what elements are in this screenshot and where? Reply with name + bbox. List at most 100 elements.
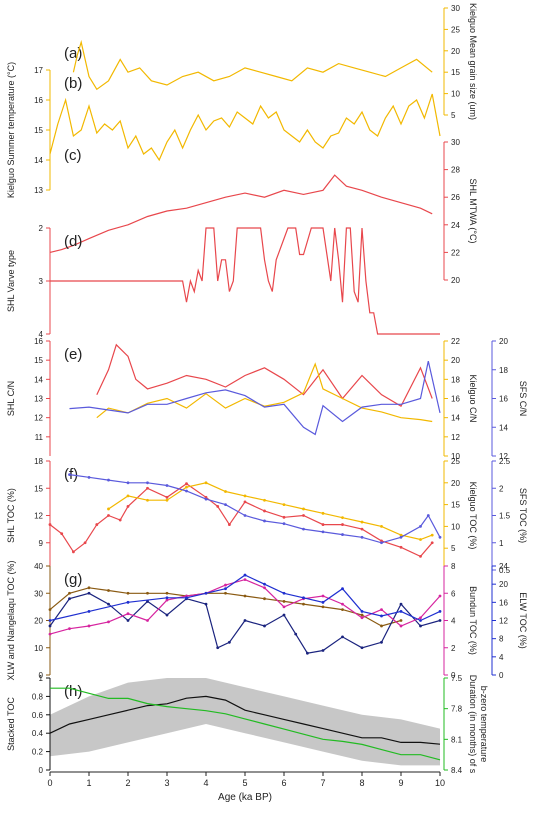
panel-f-series-1-point-13 (360, 520, 364, 524)
panel-f-series-2-point-10 (263, 519, 266, 523)
x-tick-label-8: 8 (359, 778, 364, 788)
panel-h-y-tick-label-0-5: 1 (39, 674, 44, 683)
panel-g-y-tick-label-1-2: 4 (451, 617, 456, 626)
panel-g-series-0-point-11 (263, 597, 266, 601)
panel-g-series-3-point-17 (438, 610, 442, 613)
panel-f-series-1-point-16 (419, 538, 422, 541)
panel-e-y-tick-label-0-2: 13 (34, 395, 43, 404)
panel-b-y-tick-label-0-0: 13 (34, 186, 43, 195)
panel-a-y-tick-label-0-1: 10 (451, 90, 460, 99)
panel-e-y-tick-label-0-3: 14 (34, 375, 43, 384)
panel-g-series-1-point-17 (341, 635, 344, 639)
panel-d-y-tick-label-0-1: 3 (39, 277, 44, 286)
panel-b-y-axis-label-0: Kielguo Summer temperature (°C) (6, 62, 16, 198)
panel-h-label: (h) (64, 683, 82, 700)
panel-e-series-1-line (96, 362, 433, 423)
panel-f-series-1-point-17 (430, 533, 434, 537)
panel-h-y-tick-label-0-0: 0 (39, 766, 44, 775)
panel-f-series-2-point-8 (224, 503, 227, 506)
panel-f-series-1-point-6 (224, 490, 227, 493)
panel-g-y-tick-label-1-0: 0 (451, 671, 456, 680)
panel-f-series-2-point-5 (165, 484, 169, 487)
panel-f-y-axis-label-0: SHL TOC (%) (6, 488, 16, 543)
panel-h-y-tick-label-0-2: 0.4 (32, 729, 44, 738)
panel-g-series-3-point-4 (185, 596, 188, 600)
panel-f-series-1-point-4 (185, 485, 188, 489)
panel-b-y-tick-label-0-1: 14 (34, 156, 43, 165)
panel-f-series-0-point-16 (282, 515, 286, 519)
panel-f-series-1-point-7 (243, 494, 247, 498)
panel-f-series-0-point-1 (60, 532, 64, 536)
x-tick-label-5: 5 (242, 778, 247, 788)
panel-c-y-tick-label-0-0: 20 (451, 276, 460, 285)
panel-g-series-1-point-4 (126, 619, 130, 622)
panel-g-series-2-point-20 (438, 594, 442, 598)
panel-g-series-0-point-16 (360, 613, 364, 617)
panel-g-series-0-point-12 (282, 600, 286, 603)
panel-c-y-tick-label-0-5: 30 (451, 138, 460, 147)
panel-e-y-axis-label-1: Kielguo C/N (468, 374, 478, 422)
panel-g-series-0-point-13 (302, 602, 305, 606)
panel-g-series-3-line (49, 574, 441, 622)
panel-c-y-tick-label-0-3: 26 (451, 193, 460, 202)
panel-b-y-tick-label-0-4: 17 (34, 66, 43, 75)
panel-e-y-axis-label-0: SHL C/N (6, 381, 16, 416)
panel-f-series-1-point-9 (282, 503, 286, 506)
panel-g-y-tick-label-2-0: 0 (499, 671, 504, 680)
panel-g-series-0-point-4 (126, 591, 130, 595)
panel-e-y-tick-label-1-1: 12 (451, 433, 460, 442)
panel-e-y-tick-label-0-1: 12 (34, 414, 43, 423)
panel-g-series-2-point-4 (126, 612, 130, 616)
panel-g-y-axis-label-1: Bundun TOC (%) (468, 586, 478, 655)
panel-g-series-0-point-6 (165, 591, 169, 595)
panel-d-label: (d) (64, 233, 82, 250)
panel-h-y-tick-label-1-2: 8.1 (451, 735, 463, 744)
panel-f-y-tick-label-2-0: 0.5 (499, 566, 511, 575)
panel-g-series-1-point-22 (438, 619, 442, 622)
panel-g-series-2-point-18 (399, 624, 403, 628)
panel-g-series-3-point-0 (48, 619, 52, 622)
panel-f-y-tick-label-1-0: 5 (451, 544, 456, 553)
panel-e-label: (e) (64, 346, 82, 363)
panel-g-y-axis-label-2: ELW TOC (%) (518, 592, 528, 649)
panel-f-series-2-point-9 (243, 514, 247, 517)
panel-f-series-1-point-3 (165, 498, 169, 502)
panel-e-series-0-line (96, 343, 433, 408)
panel-b-y-tick-label-0-3: 16 (34, 96, 43, 105)
panel-g-y-tick-label-2-6: 24 (499, 562, 508, 571)
panel-g-series-2-point-2 (87, 624, 91, 628)
panel-f-y-axis-label-2: SFS TOC (%) (518, 488, 528, 543)
panel-d-y-tick-label-0-0: 2 (39, 224, 44, 233)
panel-e-y-tick-label-0-4: 15 (34, 356, 43, 365)
panel-h-y-axis-label-1: Duration (in months) of s (468, 675, 478, 774)
panel-g-series-0-point-10 (243, 594, 247, 598)
panel-g-series-1-point-15 (306, 651, 309, 655)
x-tick-label-1: 1 (86, 778, 91, 788)
panel-f-y-tick-label-2-2: 1.5 (499, 512, 511, 521)
panel-c-y-axis-label-0: SHL MTWA (°C) (468, 179, 478, 244)
panel-f-series-0-point-23 (419, 554, 422, 558)
panel-h-y-tick-label-1-0: 7.5 (451, 674, 463, 683)
panel-d-series-0-line (50, 227, 440, 335)
panel-e-y-tick-label-1-5: 20 (451, 356, 460, 365)
panel-g-series-1-point-2 (87, 591, 91, 595)
panel-f-series-0-point-5 (107, 514, 110, 517)
panel-g-series-3-point-12 (341, 587, 344, 591)
panel-b-series-0-line (49, 93, 441, 162)
panel-f-y-tick-label-0-2: 15 (34, 484, 43, 493)
panel-g-y-tick-label-0-4: 40 (34, 562, 43, 571)
panel-g-series-3-point-6 (224, 587, 227, 591)
panel-f-series-0-point-19 (341, 523, 344, 526)
panel-g-series-1-point-14 (294, 632, 298, 636)
panel-g-series-1-point-19 (380, 640, 383, 644)
panel-f-series-2-point-18 (419, 525, 422, 528)
panel-g-series-1-point-9 (216, 646, 220, 650)
panel-c-y-tick-label-0-4: 28 (451, 166, 460, 175)
panel-f-series-0-point-9 (165, 495, 169, 499)
panel-g-series-0-point-0 (48, 608, 52, 611)
panel-f-series-0-point-18 (321, 523, 325, 526)
panel-e-y-tick-label-1-3: 16 (451, 395, 460, 404)
panel-g-series-2-point-1 (68, 627, 71, 631)
panel-f-series-1-point-10 (302, 507, 305, 511)
